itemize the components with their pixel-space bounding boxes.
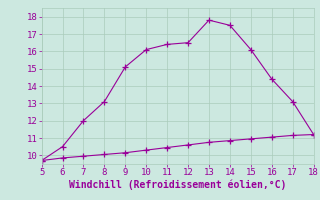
X-axis label: Windchill (Refroidissement éolien,°C): Windchill (Refroidissement éolien,°C) (69, 180, 286, 190)
